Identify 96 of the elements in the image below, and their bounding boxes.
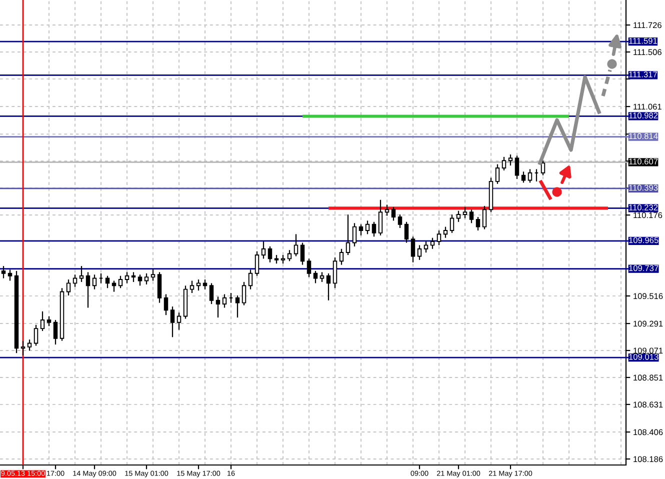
candlestick <box>476 216 480 232</box>
candlestick <box>268 246 272 263</box>
candlestick <box>34 324 38 346</box>
candlestick <box>40 310 45 332</box>
y-tick-label: 110.176 <box>634 212 662 218</box>
ref-line-label: 110.814 <box>629 133 658 140</box>
y-tick-label: 109.071 <box>634 348 663 354</box>
candlestick <box>502 156 506 171</box>
candlestick <box>404 221 409 244</box>
candlestick <box>112 280 116 292</box>
y-tick-label: 108.186 <box>634 456 663 462</box>
candlestick <box>8 269 12 282</box>
candlestick <box>144 272 149 285</box>
y-tick-label: 111.506 <box>634 49 662 56</box>
candlestick <box>176 312 182 330</box>
candlestick <box>170 306 175 338</box>
candlestick <box>209 282 214 305</box>
candlestick <box>495 164 500 184</box>
candlestick <box>410 236 416 263</box>
candlestick <box>124 272 130 284</box>
candlestick <box>313 270 318 284</box>
candlestick <box>131 272 136 283</box>
y-tick-label: 109.516 <box>634 293 663 300</box>
candlestick <box>320 272 324 283</box>
candlestick <box>222 294 227 308</box>
y-tick-label: 108.851 <box>634 374 663 381</box>
candlestick <box>242 281 246 306</box>
y-tick-label: 111.726 <box>634 22 662 28</box>
candlestick <box>365 220 370 235</box>
candlestick <box>326 272 331 301</box>
candlestick <box>339 248 344 266</box>
ref-line-label: 110.982 <box>629 112 658 118</box>
candlestick <box>528 168 532 184</box>
candlestick <box>261 240 266 260</box>
y-tick-label: 108.406 <box>634 429 663 436</box>
ref-line-label: 109.737 <box>629 265 658 272</box>
ref-line-label: 110.393 <box>629 184 658 191</box>
candlestick <box>1 265 6 279</box>
candlestick <box>436 230 442 246</box>
candlestick <box>306 258 312 278</box>
candlestick <box>358 224 364 236</box>
ref-line-label: 110.607 <box>629 158 658 164</box>
candlestick <box>138 274 142 286</box>
candlestick <box>294 234 298 257</box>
candlestick <box>424 240 428 254</box>
ref-line-label: 109.965 <box>629 237 658 244</box>
candlestick <box>254 250 260 276</box>
candlestick <box>27 339 32 352</box>
candlestick <box>20 340 26 356</box>
candlestick <box>235 294 240 318</box>
y-tick-label: 111.061 <box>634 104 662 110</box>
candlestick <box>482 205 487 230</box>
candlestick <box>202 278 208 290</box>
candlestick <box>391 206 396 222</box>
candlestick <box>384 204 390 216</box>
candlestick <box>346 214 350 256</box>
candlestick <box>66 278 71 296</box>
y-tick-label: 109.291 <box>634 320 663 327</box>
candlestick <box>332 256 338 289</box>
candlestick <box>150 268 156 282</box>
candlestick <box>378 199 383 236</box>
candlestick <box>46 316 52 327</box>
candlestick <box>514 155 520 180</box>
candlestick <box>157 272 162 304</box>
ref-line-label: 111.591 <box>629 38 657 44</box>
candlestick <box>164 294 168 316</box>
candlestick <box>287 250 292 262</box>
candlestick <box>508 154 513 166</box>
y-tick-label: 108.631 <box>634 402 663 408</box>
candlestick <box>443 226 448 238</box>
candlestick <box>92 274 97 290</box>
candlestick <box>450 214 454 234</box>
candlestick <box>248 269 253 290</box>
candlestick <box>216 296 220 318</box>
candlestick <box>417 244 422 260</box>
candlestick <box>86 272 90 308</box>
ref-line-label: 109.013 <box>629 354 658 360</box>
candlestick <box>53 319 58 346</box>
candlestick <box>372 221 376 238</box>
candlestick <box>462 206 468 219</box>
candlestick <box>540 160 546 176</box>
candlestick <box>398 214 402 229</box>
candlestick <box>469 209 474 224</box>
ref-line-label: 111.317 <box>629 71 657 78</box>
candlestick <box>105 275 110 289</box>
candlestick <box>456 210 461 222</box>
candlestick <box>190 280 194 294</box>
candlestick <box>521 171 526 184</box>
candlestick <box>196 278 201 292</box>
candlestick <box>72 274 78 288</box>
candlestick <box>118 275 123 289</box>
candlestick <box>300 242 305 266</box>
candlestick <box>352 222 357 247</box>
candlestick <box>430 237 435 250</box>
ref-line-label: 110.232 <box>629 204 658 210</box>
candlestick <box>79 265 84 283</box>
